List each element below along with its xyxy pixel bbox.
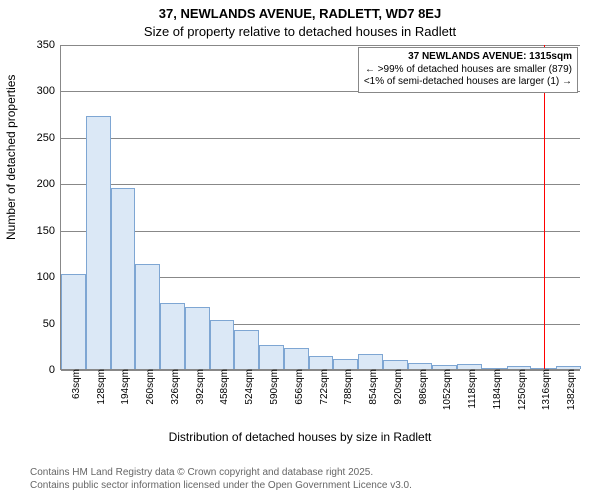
x-tick-label: 1316sqm [541, 369, 556, 410]
x-tick-label: 392sqm [195, 369, 210, 405]
bar [210, 320, 235, 369]
x-tick-label: 854sqm [368, 369, 383, 405]
chart-title-2: Size of property relative to detached ho… [0, 24, 600, 39]
x-tick-label: 458sqm [219, 369, 234, 405]
callout-line1: 37 NEWLANDS AVENUE: 1315sqm [364, 51, 572, 64]
bar [284, 348, 309, 369]
callout-box: 37 NEWLANDS AVENUE: 1315sqm ← >99% of de… [358, 47, 578, 93]
y-tick-label: 350 [37, 39, 61, 51]
x-tick-label: 788sqm [343, 369, 358, 405]
x-tick-label: 524sqm [244, 369, 259, 405]
bar [160, 303, 185, 369]
bar [61, 274, 86, 369]
histogram-chart: 37, NEWLANDS AVENUE, RADLETT, WD7 8EJ Si… [0, 0, 600, 500]
y-axis-label: Number of detached properties [4, 75, 18, 240]
y-tick-label: 50 [43, 318, 61, 330]
x-tick-label: 1118sqm [467, 369, 482, 409]
attribution-line1: Contains HM Land Registry data © Crown c… [30, 466, 412, 479]
y-tick-label: 150 [37, 225, 61, 237]
chart-title-1: 37, NEWLANDS AVENUE, RADLETT, WD7 8EJ [0, 6, 600, 21]
bar [86, 116, 111, 369]
callout-line3: <1% of semi-detached houses are larger (… [364, 76, 572, 89]
bar [358, 354, 383, 369]
x-tick-label: 194sqm [120, 369, 135, 405]
attribution-line2: Contains public sector information licen… [30, 479, 412, 492]
marker-line [544, 45, 545, 369]
bar [111, 188, 136, 369]
bar [309, 356, 334, 369]
attribution: Contains HM Land Registry data © Crown c… [30, 466, 412, 492]
y-tick-label: 300 [37, 85, 61, 97]
gridline [61, 138, 580, 139]
y-tick-label: 100 [37, 271, 61, 283]
x-tick-label: 128sqm [96, 369, 111, 405]
x-tick-label: 1052sqm [442, 369, 457, 410]
x-tick-label: 590sqm [269, 369, 284, 405]
bar [333, 359, 358, 369]
gridline [61, 231, 580, 232]
plot-area: 05010015020025030035063sqm128sqm194sqm26… [60, 45, 580, 370]
bar [234, 330, 259, 369]
gridline [61, 184, 580, 185]
x-tick-label: 722sqm [319, 369, 334, 405]
gridline [61, 45, 580, 46]
x-tick-label: 920sqm [393, 369, 408, 405]
x-tick-label: 260sqm [145, 369, 160, 405]
x-tick-label: 1184sqm [492, 369, 507, 409]
x-tick-label: 63sqm [71, 369, 86, 399]
x-tick-label: 1250sqm [517, 369, 532, 410]
x-tick-label: 656sqm [294, 369, 309, 405]
bar [185, 307, 210, 369]
bar [383, 360, 408, 369]
bar [259, 345, 284, 369]
x-tick-label: 326sqm [170, 369, 185, 405]
x-tick-label: 1382sqm [566, 369, 581, 410]
y-tick-label: 250 [37, 132, 61, 144]
bar [135, 264, 160, 369]
callout-line2: ← >99% of detached houses are smaller (8… [364, 64, 572, 77]
x-axis-label: Distribution of detached houses by size … [0, 430, 600, 444]
y-tick-label: 200 [37, 178, 61, 190]
x-tick-label: 986sqm [418, 369, 433, 405]
y-tick-label: 0 [49, 364, 61, 376]
